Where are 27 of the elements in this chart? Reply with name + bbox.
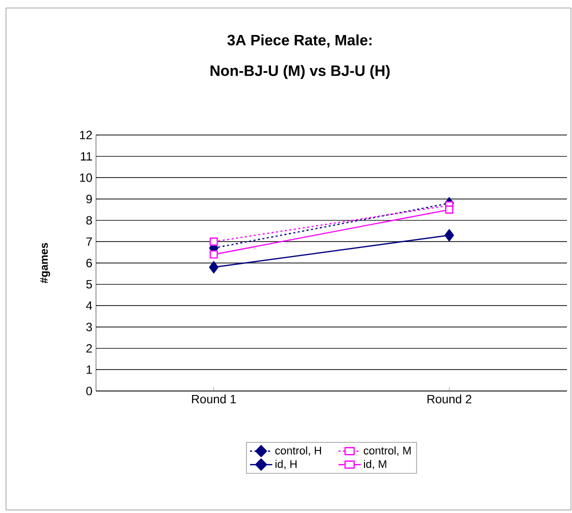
legend-label: id, H bbox=[276, 460, 297, 470]
point bbox=[210, 250, 218, 259]
legend-label: id, M bbox=[364, 460, 386, 470]
y-axis-title: #games bbox=[40, 242, 50, 284]
legend-label: control, H bbox=[275, 446, 321, 456]
x-tick-label: Round 2 bbox=[428, 394, 472, 404]
chart-subtitle: Non-BJ-U (M) vs BJ-U (H) bbox=[210, 65, 390, 79]
point bbox=[209, 261, 218, 274]
y-tick-label: 8 bbox=[86, 216, 92, 225]
point bbox=[210, 238, 218, 246]
y-tick-label: 6 bbox=[86, 258, 92, 268]
y-tick-label: 12 bbox=[80, 130, 92, 140]
x-tick-label: Round 1 bbox=[192, 394, 236, 404]
y-tick-label: 10 bbox=[80, 173, 92, 182]
y-tick-label: 3 bbox=[86, 322, 92, 332]
y-tick-label: 2 bbox=[86, 344, 92, 353]
y-tick-label: 9 bbox=[86, 194, 92, 204]
y-tick-label: 7 bbox=[86, 238, 92, 246]
y-tick-label: 11 bbox=[80, 152, 92, 160]
y-tick-label: 0 bbox=[86, 386, 92, 396]
legend-label: control, M bbox=[364, 446, 411, 456]
y-tick-label: 4 bbox=[86, 302, 92, 310]
y-tick-label: 1 bbox=[86, 366, 92, 374]
point bbox=[445, 206, 454, 214]
point bbox=[444, 229, 454, 242]
y-tick-label: 5 bbox=[86, 280, 92, 288]
chart-title: 3A Piece Rate, Male: bbox=[227, 34, 372, 48]
